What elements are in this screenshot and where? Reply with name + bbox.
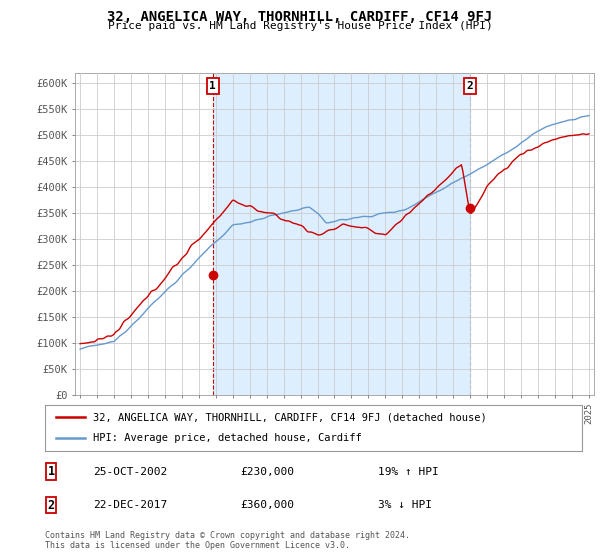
Text: 1: 1 — [209, 81, 216, 91]
Bar — [213, 73, 470, 395]
Text: 25-OCT-2002: 25-OCT-2002 — [93, 466, 167, 477]
Text: Price paid vs. HM Land Registry's House Price Index (HPI): Price paid vs. HM Land Registry's House … — [107, 21, 493, 31]
Text: £230,000: £230,000 — [240, 466, 294, 477]
Text: 22-DEC-2017: 22-DEC-2017 — [93, 500, 167, 510]
Text: 3% ↓ HPI: 3% ↓ HPI — [378, 500, 432, 510]
Text: Contains HM Land Registry data © Crown copyright and database right 2024.
This d: Contains HM Land Registry data © Crown c… — [45, 531, 410, 550]
Text: 32, ANGELICA WAY, THORNHILL, CARDIFF, CF14 9FJ (detached house): 32, ANGELICA WAY, THORNHILL, CARDIFF, CF… — [94, 412, 487, 422]
Text: HPI: Average price, detached house, Cardiff: HPI: Average price, detached house, Card… — [94, 433, 362, 444]
Text: 2: 2 — [466, 81, 473, 91]
Text: 19% ↑ HPI: 19% ↑ HPI — [378, 466, 439, 477]
Text: £360,000: £360,000 — [240, 500, 294, 510]
Text: 32, ANGELICA WAY, THORNHILL, CARDIFF, CF14 9FJ: 32, ANGELICA WAY, THORNHILL, CARDIFF, CF… — [107, 10, 493, 24]
Text: 2: 2 — [47, 498, 55, 512]
Text: 1: 1 — [47, 465, 55, 478]
